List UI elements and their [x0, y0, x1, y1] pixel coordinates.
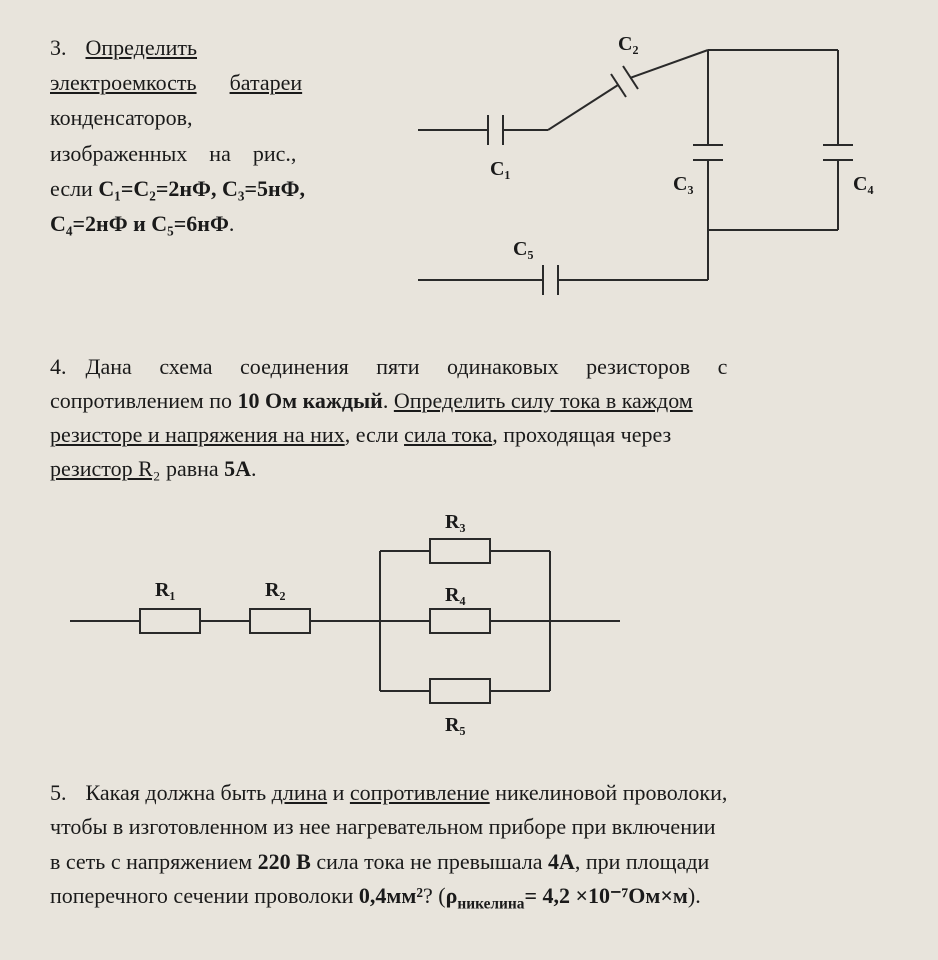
label-c5: С₅ [513, 238, 533, 260]
p4-t5: одинаковых [447, 354, 559, 379]
p5-t7: в сеть с напряжением [50, 849, 258, 874]
p4-t18: 5А [224, 456, 251, 481]
capacitor-circuit-diagram: С₁ С₂ С₃ С₄ С₅ [418, 30, 888, 310]
problem-5: 5. Какая должна быть длина и сопротивлен… [50, 776, 888, 916]
p4-t13: , если [345, 422, 404, 447]
problem-3-line2: конденсаторов, [50, 105, 193, 130]
problem-3-title2: электроемкость [50, 70, 197, 95]
p4-t11: Определить силу тока в каждом [394, 388, 693, 413]
p4-t6: резисторов [586, 354, 690, 379]
p5-t4: сопротивление [350, 780, 490, 805]
problem-3: 3. Определить электроемкость батареи кон… [50, 30, 888, 310]
problem-3-title3: батареи [230, 70, 303, 95]
label-r1: R₁ [155, 579, 175, 601]
problem-3-line5end: . [229, 211, 235, 236]
p5-t8: 220 В [258, 849, 311, 874]
problem-5-text: 5. Какая должна быть длина и сопротивлен… [50, 776, 888, 916]
p4-t14: сила тока [404, 422, 492, 447]
p4-t2: схема [159, 354, 212, 379]
label-r5: R₅ [445, 714, 465, 736]
p5-t11: , при площади [575, 849, 709, 874]
problem-3-line3a: изображенных [50, 141, 187, 166]
p5-t5: никелиновой проволоки, [490, 780, 728, 805]
p5-t18: ). [688, 883, 701, 908]
label-c4: С₄ [853, 173, 873, 195]
p5-t16: никелина [457, 895, 524, 912]
p4-t12: резисторе и напряжения на них [50, 422, 345, 447]
p4-t8: сопротивлением по [50, 388, 237, 413]
problem-3-text: 3. Определить электроемкость батареи кон… [50, 30, 398, 241]
p5-t9: сила тока не превышала [311, 849, 548, 874]
p5-t1: Какая должна быть [86, 780, 272, 805]
p5-t15: ρ [446, 883, 458, 908]
problem-3-line4a: если [50, 176, 98, 201]
p4-t9: 10 Ом каждый [237, 388, 382, 413]
p4-t4: пяти [376, 354, 419, 379]
problem-4-text: 4. Дана схема соединения пяти одинаковых… [50, 350, 888, 486]
p4-t17: равна [160, 456, 224, 481]
label-r2: R₂ [265, 579, 285, 601]
p5-t2: длина [272, 780, 327, 805]
p5-t3: и [327, 780, 350, 805]
p4-t16: резистор R₂ [50, 456, 160, 481]
p5-t10: 4А [548, 849, 575, 874]
problem-3-line3c: рис., [253, 141, 297, 166]
p4-t15: , проходящая через [492, 422, 671, 447]
label-c3: С₃ [673, 173, 693, 195]
p4-t1: Дана [86, 354, 132, 379]
p4-t7: с [718, 354, 728, 379]
label-r3: R₃ [445, 511, 465, 533]
p5-t6: чтобы в изготовленном из нее нагреватель… [50, 814, 716, 839]
problem-3-values2: С₄=2нФ и С₅=6нФ [50, 211, 229, 236]
p4-t10: . [383, 388, 394, 413]
problem-4-number: 4. [50, 350, 80, 384]
label-r4: R₄ [445, 584, 465, 606]
problem-3-values1: С₁=С₂=2нФ, С₃=5нФ, [98, 176, 305, 201]
p5-t14: ? ( [423, 883, 446, 908]
label-c1: С₁ [490, 158, 510, 180]
p4-t3: соединения [240, 354, 349, 379]
problem-3-title1: Определить [86, 35, 198, 60]
label-c2: С₂ [618, 33, 638, 55]
p5-t13: 0,4мм² [359, 883, 423, 908]
p4-t19: . [251, 456, 257, 481]
problem-3-line3b: на [209, 141, 231, 166]
resistor-circuit-diagram: R₁ R₂ R₃ R₄ R₅ [50, 506, 888, 736]
problem-3-number: 3. [50, 30, 80, 65]
p5-t12: поперечного сечении проволоки [50, 883, 359, 908]
problem-5-number: 5. [50, 776, 80, 810]
problem-4: 4. Дана схема соединения пяти одинаковых… [50, 350, 888, 736]
p5-t17: = 4,2 ×10⁻⁷Ом×м [524, 883, 687, 908]
